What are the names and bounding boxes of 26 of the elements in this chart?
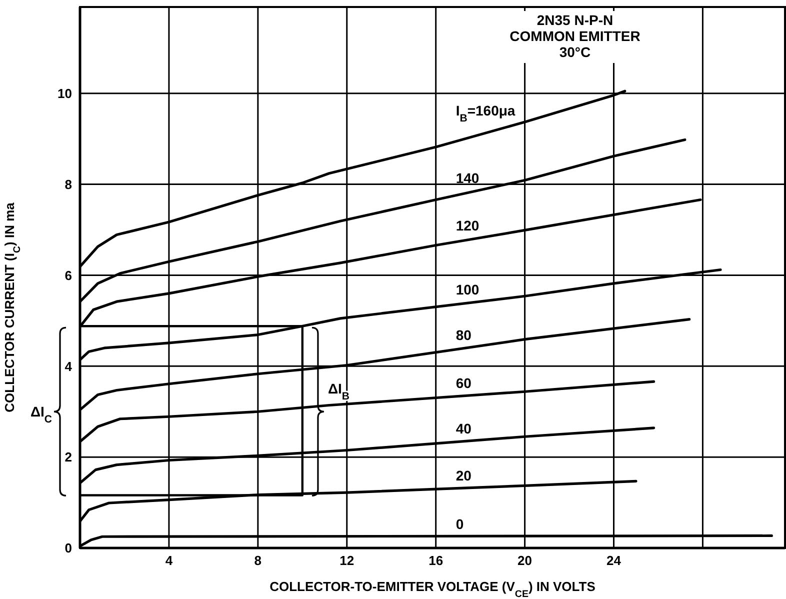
annotation: 30°C xyxy=(559,44,591,60)
x-tick-label: 4 xyxy=(165,553,174,568)
y-tick-label: 8 xyxy=(64,176,72,192)
y-tick-label: 0 xyxy=(64,540,72,556)
series-label: 80 xyxy=(456,326,472,343)
x-tick-label: 8 xyxy=(254,553,262,568)
annotation: 2N35 N-P-N xyxy=(536,12,614,28)
series-label: 0 xyxy=(456,516,464,532)
series-label: 140 xyxy=(456,170,480,186)
x-tick-label: 12 xyxy=(340,553,354,568)
series-label: 60 xyxy=(456,375,472,392)
series-label: 20 xyxy=(456,468,472,484)
x-axis-title: COLLECTOR-TO-EMITTER VOLTAGE (V$_{CE}$) IN VOLTS xyxy=(270,579,596,599)
series-label: 120 xyxy=(456,218,480,234)
series-label: 100 xyxy=(456,281,480,298)
annotation: COMMON EMITTER xyxy=(510,28,640,44)
series-label: I$_{B}$=160μa xyxy=(456,102,516,124)
x-tick-label: 16 xyxy=(428,553,444,568)
y-tick-label: 6 xyxy=(64,268,72,283)
y-tick-label: 4 xyxy=(64,358,73,374)
x-tick-label: 24 xyxy=(606,553,622,568)
series-label: 40 xyxy=(456,420,472,437)
y-tick-label: 2 xyxy=(64,450,72,465)
annotation: ΔI$_{C}$ xyxy=(30,404,52,426)
x-tick-label: 20 xyxy=(518,553,532,568)
y-tick-label: 10 xyxy=(58,86,72,101)
